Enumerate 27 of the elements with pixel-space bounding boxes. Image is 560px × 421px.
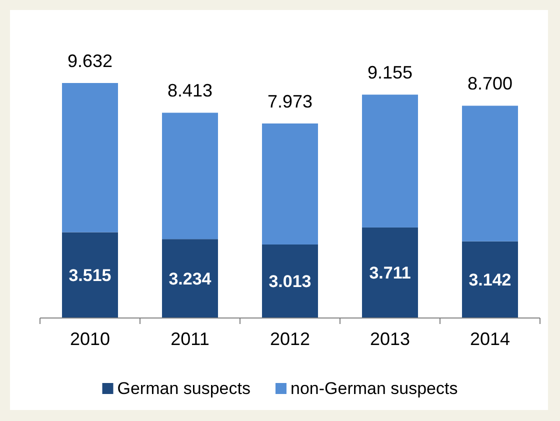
bar — [162, 239, 218, 318]
bar — [362, 227, 418, 318]
bar — [62, 232, 118, 318]
legend-label: German suspects — [117, 379, 250, 398]
x-tick-label: 2013 — [370, 328, 410, 349]
bar — [162, 112, 218, 240]
total-label: 8.413 — [167, 80, 213, 101]
total-label: 9.155 — [367, 62, 413, 83]
x-tick-label: 2012 — [270, 328, 310, 349]
bar — [262, 244, 318, 318]
bar — [362, 94, 418, 228]
total-label: 7.973 — [267, 91, 313, 112]
data-label: 3.711 — [369, 264, 411, 283]
bar — [62, 83, 118, 232]
total-label: 9.632 — [67, 51, 113, 71]
x-tick-label: 2010 — [70, 328, 110, 349]
bar — [262, 123, 318, 244]
data-label: 3.234 — [168, 270, 212, 289]
total-label: 8.700 — [467, 74, 513, 94]
data-label: 3.013 — [268, 272, 312, 292]
data-label: 3.515 — [68, 266, 112, 286]
bar — [462, 106, 518, 242]
legend-label: non-German suspects — [290, 379, 458, 398]
data-label: 3.142 — [468, 270, 512, 290]
x-tick-label: 2014 — [470, 328, 510, 349]
bar — [462, 241, 518, 318]
x-tick-label: 2011 — [170, 328, 210, 349]
